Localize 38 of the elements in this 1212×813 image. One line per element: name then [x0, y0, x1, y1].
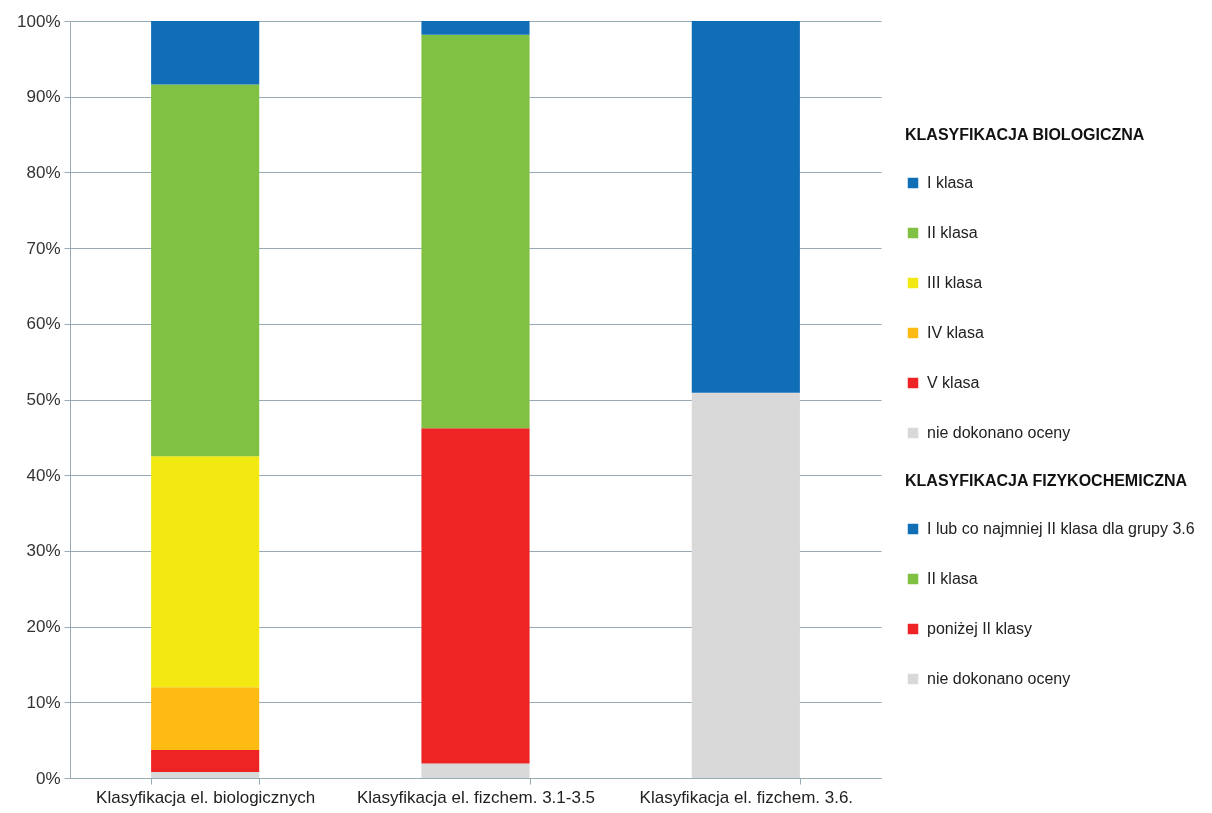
- y-tick-label: 90%: [26, 87, 61, 107]
- y-tick-label: 60%: [26, 314, 61, 334]
- bar: [421, 34, 530, 429]
- y-tick-label: 50%: [26, 390, 61, 409]
- bar: [151, 749, 260, 772]
- bar: [421, 21, 530, 35]
- legend-label: nie dokonano oceny: [927, 424, 1071, 441]
- text: KLASYFIKACJA FIZYKOCHEMICZNA: [905, 472, 1188, 489]
- bar: [421, 428, 530, 764]
- x-tick-label: Klasyfikacja el. fizchem. 3.1-3.5: [356, 787, 596, 807]
- bar: [151, 456, 260, 688]
- y-tick-label: 70%: [26, 238, 61, 258]
- legend-label: V klasa: [927, 374, 980, 391]
- legend-label: nie dokonano oceny: [927, 670, 1071, 687]
- y-tick-label: 40%: [26, 465, 61, 485]
- y-tick-label: 100%: [17, 11, 61, 31]
- bar: [421, 763, 530, 778]
- bar: [691, 21, 800, 393]
- legend-label: I lub co najmniej II klasa dla grupy 3.6: [927, 520, 1195, 537]
- y-tick-label: 80%: [26, 162, 61, 182]
- bar: [691, 392, 800, 778]
- y-tick-label: 30%: [26, 541, 61, 561]
- text: KLASYFIKACJA BIOLOGICZNA: [905, 126, 1145, 143]
- y-tick-label: 20%: [26, 617, 61, 637]
- legend-label: III klasa: [927, 274, 983, 291]
- legend-label: II klasa: [927, 224, 978, 241]
- legend-label: poniżej II klasy: [927, 620, 1032, 637]
- x-tick-label: Klasyfikacja el. fizchem. 3.6.: [639, 787, 854, 807]
- bar: [151, 21, 260, 85]
- legend-label: II klasa: [927, 570, 978, 587]
- x-tick-label: Klasyfikacja el. biologicznych: [96, 787, 316, 807]
- bar: [151, 84, 260, 457]
- y-tick-label: 10%: [26, 692, 61, 712]
- bar: [151, 687, 260, 750]
- legend-label: I klasa: [927, 174, 974, 191]
- bar: [151, 771, 260, 778]
- y-tick-label: 0%: [35, 768, 61, 788]
- legend-label: IV klasa: [927, 324, 985, 341]
